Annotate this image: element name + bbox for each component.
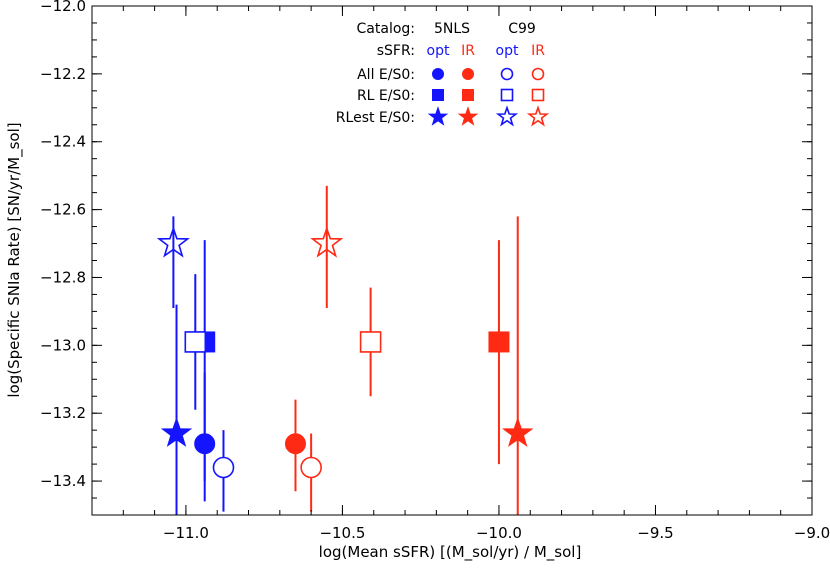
marker-c99-ir-rlest <box>310 226 344 258</box>
y-tick-label: −12.6 <box>40 201 86 219</box>
marker-5nls-opt-rlest <box>160 417 193 447</box>
legend-symbol-square-c99-ir <box>531 88 545 102</box>
legend-symbol-square-5nls-ir <box>462 89 474 101</box>
legend-cat-c99: C99 <box>508 21 536 37</box>
legend: Catalog: 5NLS C99 sSFR: opt IR opt IR Al… <box>336 21 550 127</box>
legend-symbol-square-5nls-opt <box>432 89 444 101</box>
y-tick-label: −12.0 <box>40 0 86 15</box>
legend-row-rl: RL E/S0: <box>357 88 415 104</box>
y-tick-label: −13.2 <box>40 404 86 422</box>
legend-row-rlest: RLest E/S0: <box>336 110 415 126</box>
legend-symbol-circle-c99-ir <box>531 67 545 81</box>
marker-5nls-opt-all <box>194 433 216 455</box>
legend-symbol-star-c99-ir <box>526 105 550 127</box>
legend-symbol-square-c99-opt <box>500 88 514 102</box>
y-tick-label: −12.8 <box>40 268 86 286</box>
y-tick-label: −13.4 <box>40 472 86 490</box>
marker-c99-ir-rl <box>359 331 382 353</box>
legend-5nls-ir: IR <box>461 43 475 59</box>
axis-ticks: −11.0 −10.5 −10.0 −9.5 −9.0 −13.4 −13.2 −13.0 −1… <box>40 0 830 542</box>
y-tick-label: −13.0 <box>40 336 86 354</box>
data-markers <box>156 226 534 479</box>
legend-symbol-circle-5nls-ir <box>462 68 474 80</box>
x-tick-label: −10.0 <box>476 524 522 542</box>
legend-symbol-star-c99-opt <box>495 105 519 127</box>
marker-c99-ir-all <box>300 456 322 479</box>
legend-c99-opt: opt <box>496 43 519 59</box>
legend-cat-5nls: 5NLS <box>434 21 470 37</box>
legend-5nls-opt: opt <box>427 43 450 59</box>
legend-symbol-circle-5nls-opt <box>432 68 444 80</box>
legend-ssfr-label: sSFR: <box>377 43 415 59</box>
y-axis-label: log(Specific SNIa Rate) [SN/yr/M_sol] <box>5 122 24 397</box>
marker-c99-opt-rlest <box>156 226 190 258</box>
marker-5nls-ir-all <box>284 433 306 455</box>
x-tick-label: −9.5 <box>637 524 673 542</box>
marker-5nls-ir-rlest <box>502 417 534 447</box>
y-tick-label: −12.4 <box>40 133 86 151</box>
x-tick-label: −10.5 <box>319 524 365 542</box>
x-tick-label: −9.0 <box>794 524 830 542</box>
legend-row-all: All E/S0: <box>357 67 415 83</box>
legend-symbol-star-5nls-opt <box>427 106 449 126</box>
legend-symbol-circle-c99-opt <box>500 67 514 81</box>
legend-c99-ir: IR <box>531 43 545 59</box>
x-axis-label: log(Mean sSFR) [(M_sol/yr) / M_sol] <box>319 543 582 562</box>
legend-symbol-star-5nls-ir <box>457 106 479 126</box>
x-tick-label: −11.0 <box>163 524 209 542</box>
marker-c99-opt-all <box>212 456 235 479</box>
legend-catalog-label: Catalog: <box>357 21 415 37</box>
marker-c99-opt-rl <box>184 331 207 353</box>
marker-5nls-ir-rl <box>488 331 510 353</box>
y-tick-label: −12.2 <box>40 65 86 83</box>
